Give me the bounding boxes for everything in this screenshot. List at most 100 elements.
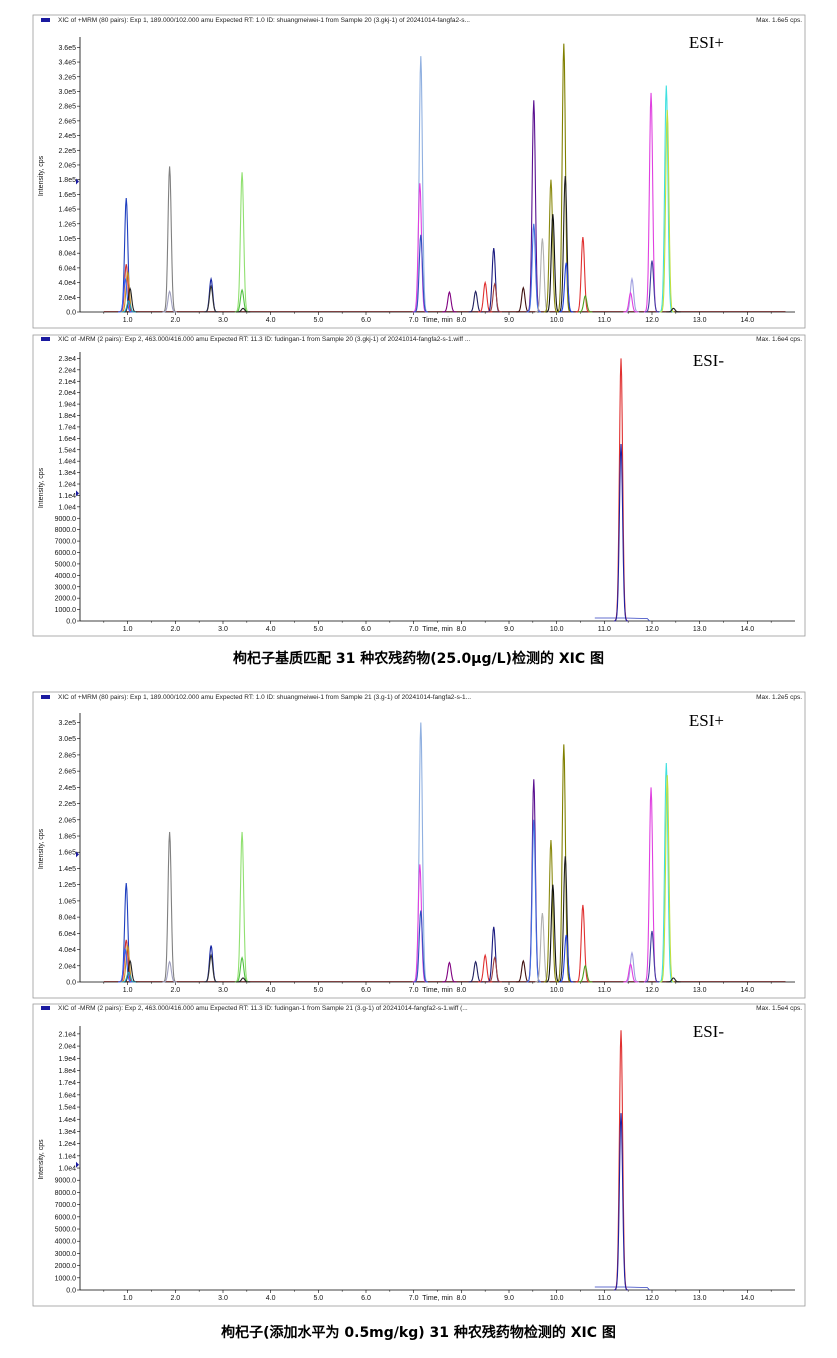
- peak-traces: [613, 358, 629, 622]
- chromatogram-peak: [442, 961, 457, 983]
- chromatogram-peak: [203, 945, 219, 983]
- x-tick-label: 3.0: [218, 987, 228, 994]
- chromatogram-peak: [121, 971, 136, 983]
- x-tick-label: 1.0: [123, 987, 133, 994]
- x-tick-label: 8.0: [456, 987, 466, 994]
- y-tick-label: 1.2e4: [58, 1141, 76, 1148]
- x-tick-label: 1.0: [123, 1295, 133, 1302]
- x-tick-label: 1.0: [123, 626, 133, 633]
- x-tick-label: 11.0: [598, 626, 611, 633]
- x-axis-label: Time, min: [422, 987, 453, 994]
- x-axis-label: Time, min: [422, 626, 453, 633]
- x-tick-label: 6.0: [361, 626, 371, 633]
- x-tick-label: 6.0: [361, 317, 371, 324]
- y-tick-label: 6.0e4: [58, 931, 76, 938]
- y-tick-label: 2000.0: [55, 1263, 77, 1270]
- chromatogram-peak: [659, 763, 674, 983]
- x-tick-label: 3.0: [218, 317, 228, 324]
- y-tick-label: 2.6e5: [58, 769, 76, 776]
- chromatogram-peak: [526, 100, 541, 313]
- chromatogram-peak: [442, 290, 457, 313]
- chromatogram-peak: [659, 85, 674, 313]
- x-axis-label: Time, min: [422, 317, 453, 324]
- chromatogram-peak: [526, 223, 541, 313]
- x-tick-label: 6.0: [361, 987, 371, 994]
- y-tick-label: 1.4e4: [58, 459, 76, 466]
- chromatogram-peak: [624, 276, 640, 313]
- x-tick-label: 13.0: [693, 626, 707, 633]
- y-tick-label: 2.0e5: [58, 162, 76, 169]
- y-tick-label: 0.0: [66, 310, 76, 317]
- peak-traces: [613, 1030, 629, 1291]
- chromatogram-peak: [487, 956, 502, 983]
- panel-header-title: XIC of +MRM (80 pairs): Exp 1, 189.000/1…: [58, 694, 471, 701]
- y-tick-label: 2.8e5: [58, 752, 76, 759]
- y-tick-label: 7000.0: [55, 1202, 77, 1209]
- y-tick-label: 1.9e4: [58, 1056, 76, 1063]
- chromatogram-peak: [613, 444, 629, 622]
- chromatogram-peak: [543, 179, 559, 313]
- chromatogram-peak: [556, 744, 572, 983]
- x-tick-label: 12.0: [645, 626, 659, 633]
- chromatogram-peak: [516, 959, 531, 983]
- y-tick-label: 5000.0: [55, 1227, 77, 1234]
- x-tick-label: 10.0: [550, 317, 564, 324]
- y-tick-label: 1.0e5: [58, 898, 76, 905]
- y-tick-label: 1.0e5: [58, 236, 76, 243]
- x-tick-label: 12.0: [645, 1295, 659, 1302]
- x-tick-label: 7.0: [409, 987, 419, 994]
- baseline-trace: [594, 1286, 650, 1291]
- y-tick-label: 6000.0: [55, 550, 77, 557]
- header-marker: [41, 1006, 50, 1010]
- x-tick-label: 4.0: [266, 626, 276, 633]
- y-tick-label: 2.0e4: [58, 295, 76, 302]
- y-tick-label: 1.8e5: [58, 834, 76, 841]
- y-tick-label: 8.0e4: [58, 251, 76, 258]
- y-tick-label: 2.1e4: [58, 379, 76, 386]
- panel-frame: [32, 1003, 806, 1307]
- y-axis-label: Intensity, cps: [38, 155, 45, 196]
- chromatogram-peak: [545, 884, 561, 983]
- y-tick-label: 4000.0: [55, 1239, 77, 1246]
- chromatogram-peak: [613, 358, 629, 622]
- x-tick-label: 5.0: [313, 317, 323, 324]
- chromatogram-peak: [535, 238, 550, 313]
- chromatogram-peak: [556, 43, 572, 313]
- y-axis-label: Intensity, cps: [38, 828, 45, 869]
- x-tick-label: 3.0: [218, 626, 228, 633]
- x-tick-label: 11.0: [598, 317, 611, 324]
- y-tick-label: 4000.0: [55, 573, 77, 580]
- chromatogram-peak: [526, 779, 541, 983]
- y-tick-label: 4.0e4: [58, 280, 76, 287]
- y-tick-label: 1.2e4: [58, 482, 76, 489]
- x-tick-label: 4.0: [266, 317, 276, 324]
- y-tick-label: 1.1e4: [58, 493, 76, 500]
- panel-header-title: XIC of -MRM (2 pairs): Exp 2, 463.000/41…: [58, 336, 470, 343]
- chromatogram-peak: [578, 294, 593, 313]
- y-tick-label: 1.4e5: [58, 207, 76, 214]
- baseline-trace: [594, 617, 650, 622]
- y-tick-label: 3.4e5: [58, 60, 76, 67]
- y-tick-label: 1.2e5: [58, 882, 76, 889]
- xic-panel-2: XIC of -MRM (2 pairs): Exp 2, 463.000/41…: [32, 334, 806, 637]
- chromatogram-peak: [234, 172, 250, 313]
- y-tick-label: 2.3e4: [58, 356, 76, 363]
- y-tick-label: 1.7e4: [58, 1080, 76, 1087]
- x-tick-label: 5.0: [313, 987, 323, 994]
- x-tick-label: 12.0: [645, 987, 659, 994]
- x-tick-label: 14.0: [741, 1295, 755, 1302]
- y-tick-label: 1000.0: [55, 607, 77, 614]
- panel-max-label: Max. 1.5e4 cps.: [756, 1005, 802, 1012]
- y-tick-label: 2.0e4: [58, 1044, 76, 1051]
- panel-max-label: Max. 1.6e4 cps.: [756, 336, 802, 343]
- y-tick-label: 3.2e5: [58, 74, 76, 81]
- chromatogram-peak: [487, 282, 502, 313]
- x-tick-label: 4.0: [266, 987, 276, 994]
- panel-frame: [32, 691, 806, 999]
- chromatogram-peak: [666, 307, 681, 313]
- chromatogram-peak: [643, 787, 659, 983]
- chromatogram-peak: [644, 930, 660, 983]
- x-tick-label: 2.0: [170, 987, 180, 994]
- xic-panel-3: XIC of +MRM (80 pairs): Exp 1, 189.000/1…: [32, 691, 806, 999]
